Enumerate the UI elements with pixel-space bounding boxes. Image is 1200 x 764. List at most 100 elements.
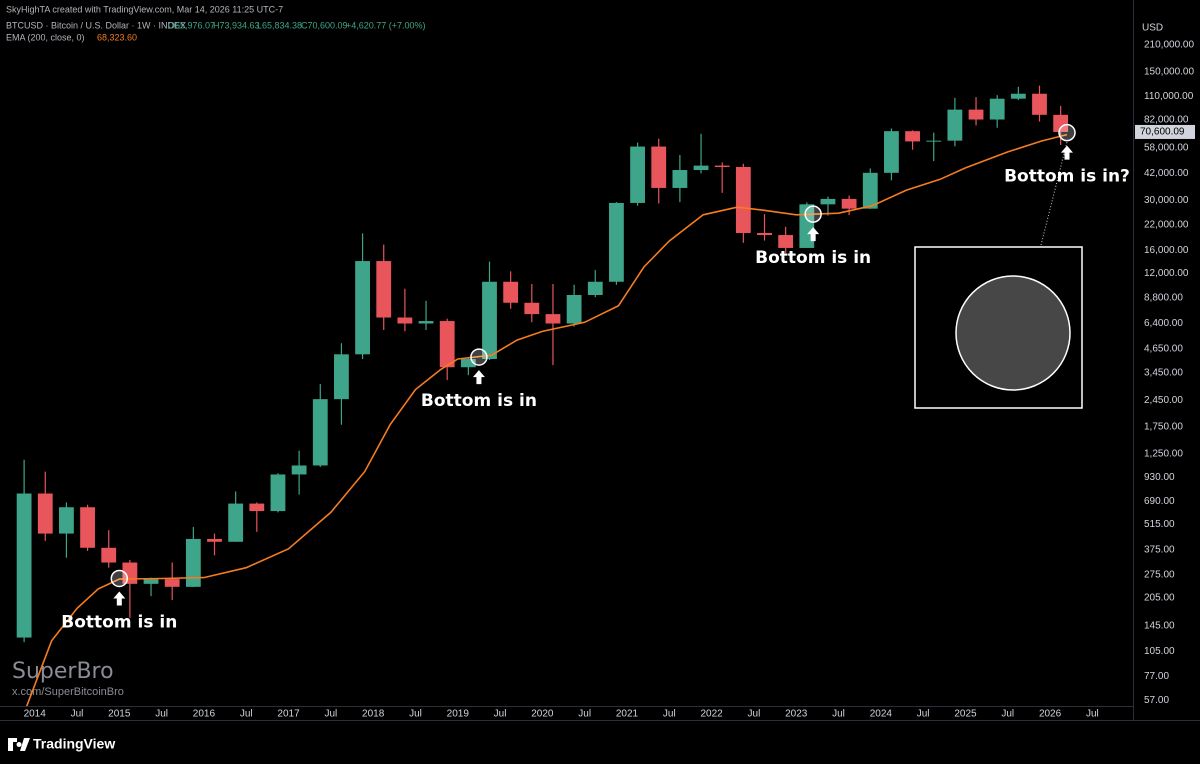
x-tick-label: Jul — [409, 709, 422, 720]
ema-label: EMA (200, close, 0) — [6, 32, 85, 42]
y-tick-label: 22,000.00 — [1144, 220, 1189, 231]
y-tick-label: 145.00 — [1144, 620, 1175, 631]
y-tick-label: 4,650.00 — [1144, 344, 1183, 355]
footer-logo: TradingView — [33, 736, 115, 752]
y-tick-label: 110,000.00 — [1144, 91, 1194, 102]
annotation-text: Bottom is in — [421, 391, 537, 411]
annotation-text: Bottom is in — [755, 248, 871, 268]
candle-body — [947, 109, 963, 141]
x-tick-label: 2015 — [108, 709, 131, 720]
y-tick-label: 58,000.00 — [1144, 142, 1189, 153]
y-tick-label: 82,000.00 — [1144, 115, 1189, 126]
candle-body — [968, 109, 984, 120]
x-tick-label: Jul — [71, 709, 84, 720]
x-tick-label: Jul — [832, 709, 845, 720]
candle-body — [1032, 93, 1047, 115]
currency: USD — [1142, 23, 1163, 34]
x-tick-label: 2024 — [870, 709, 893, 720]
last-price-tag — [1135, 124, 1195, 139]
x-tick-label: 2019 — [447, 709, 470, 720]
inset-frame — [914, 246, 1083, 409]
ema-value: 68,323.60 — [97, 32, 137, 42]
y-tick-label: 205.00 — [1144, 593, 1175, 604]
annotation-text: Bottom is in — [61, 612, 177, 632]
x-tick-label: Jul — [578, 709, 591, 720]
y-tick-label: 77.00 — [1144, 671, 1169, 682]
candle-body — [1010, 93, 1026, 99]
annotation-circle — [110, 569, 129, 588]
watermark-handle: x.com/SuperBitcoinBro — [12, 686, 124, 698]
y-tick-label: 8,800.00 — [1144, 293, 1183, 304]
annotation-arrow — [472, 370, 485, 385]
x-tick-label: 2018 — [362, 709, 385, 720]
candle-body — [418, 321, 434, 324]
y-tick-label: 3,450.00 — [1144, 367, 1183, 378]
ohlc-low: L65,834.38 — [257, 20, 302, 30]
annotation-arrow — [807, 227, 820, 242]
plot-area — [16, 85, 1069, 706]
candle-body — [59, 507, 74, 534]
candle-body — [439, 321, 455, 368]
candle-body — [672, 170, 688, 188]
x-tick-label: Jul — [240, 709, 253, 720]
candle-body — [80, 507, 95, 548]
candle-body — [291, 465, 307, 475]
candle-body — [503, 281, 519, 303]
candle-body — [334, 354, 349, 400]
candle-body — [16, 493, 32, 638]
y-tick-label: 105.00 — [1144, 646, 1175, 657]
candle-body — [693, 165, 709, 171]
y-tick-label: 12,000.00 — [1144, 268, 1189, 279]
candle-body — [630, 146, 645, 203]
candle-body — [989, 98, 1005, 120]
annotation-circle — [804, 205, 822, 223]
x-tick-label: Jul — [1001, 709, 1014, 720]
symbol: BTCUSD · Bitcoin / U.S. Dollar · 1W · IN… — [6, 20, 186, 30]
candle-body — [37, 493, 53, 534]
candle-body — [651, 146, 667, 188]
ohlc-high: H73,934.63 — [213, 20, 260, 30]
candle-body — [397, 317, 413, 324]
zoom-inset — [914, 141, 1083, 409]
annotation-arrow — [113, 591, 126, 606]
x-tick-label: Jul — [494, 709, 507, 720]
candle-body — [778, 235, 794, 248]
candle-body — [735, 167, 751, 233]
candle-body — [355, 261, 370, 355]
x-tick-label: 2022 — [700, 709, 723, 720]
inset-circle — [955, 275, 1071, 391]
candle-body — [228, 503, 244, 542]
candle-body — [249, 503, 265, 512]
candle-body — [143, 579, 159, 584]
y-tick-label: 150,000.00 — [1144, 66, 1194, 77]
candle-body — [1053, 114, 1069, 132]
ema-line — [25, 133, 1068, 706]
x-tick-label: 2017 — [277, 709, 300, 720]
y-tick-label: 1,250.00 — [1144, 448, 1183, 459]
candle-body — [905, 131, 920, 142]
annotation-circle — [470, 348, 488, 366]
y-tick-label: 690.00 — [1144, 496, 1175, 507]
ohlc-change: +4,620.77 (+7.00%) — [346, 20, 426, 30]
candle-body — [482, 281, 497, 360]
y-tick-label: 42,000.00 — [1144, 168, 1189, 179]
y-tick-label: 375.00 — [1144, 545, 1175, 556]
x-tick-label: 2025 — [954, 709, 977, 720]
y-tick-label: 57.00 — [1144, 695, 1169, 706]
candle-body — [587, 281, 603, 295]
footer-logo-icon — [8, 738, 30, 751]
candle-body — [460, 359, 476, 368]
annotation-circle — [1058, 123, 1076, 142]
y-tick-label: 210,000.00 — [1144, 40, 1194, 51]
candle-body — [524, 302, 540, 315]
candle-body — [312, 399, 328, 466]
candle-body — [207, 538, 222, 542]
x-tick-label: Jul — [748, 709, 761, 720]
y-tick-label: 2,450.00 — [1144, 395, 1183, 406]
x-tick-label: Jul — [1086, 709, 1099, 720]
candle-body — [376, 261, 392, 318]
y-tick-label: 515.00 — [1144, 519, 1175, 530]
